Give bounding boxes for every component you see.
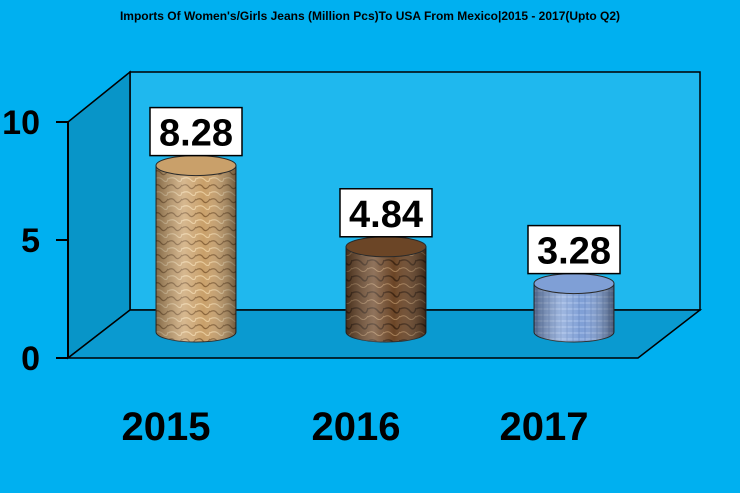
y-tick-label: 0 (21, 340, 40, 378)
bars: 8.28 4.84 3.28 (149, 106, 621, 343)
bar-2017: 3.28 (527, 224, 621, 343)
bar-top-cap (155, 155, 237, 177)
data-label-box (527, 224, 621, 275)
bar-shading (346, 246, 426, 342)
data-label: 8.28 (159, 113, 233, 155)
data-label-box (339, 188, 433, 238)
y-tick-label: 10 (2, 104, 40, 142)
chart-title: Imports Of Women's/Girls Jeans (Million … (119, 9, 621, 23)
y-tick-label: 5 (21, 222, 40, 260)
bar-top-cap (533, 273, 615, 295)
bar-top-cap (345, 236, 427, 258)
data-label: 3.28 (537, 231, 611, 273)
bar-2016: 4.84 (339, 188, 433, 343)
x-axis-labels: 2015 2016 2017 (122, 405, 589, 449)
x-tick-label: 2017 (500, 405, 589, 449)
y-axis-ticks: 0 5 10 (2, 104, 68, 378)
x-tick-label: 2015 (122, 405, 211, 449)
x-tick-label: 2016 (312, 405, 401, 449)
bar-shading (156, 165, 236, 342)
side-wall (67, 70, 131, 360)
data-label: 4.84 (349, 194, 423, 236)
bar-2015: 8.28 (149, 106, 243, 343)
data-label-box (149, 106, 243, 157)
bar-shading (534, 283, 614, 342)
